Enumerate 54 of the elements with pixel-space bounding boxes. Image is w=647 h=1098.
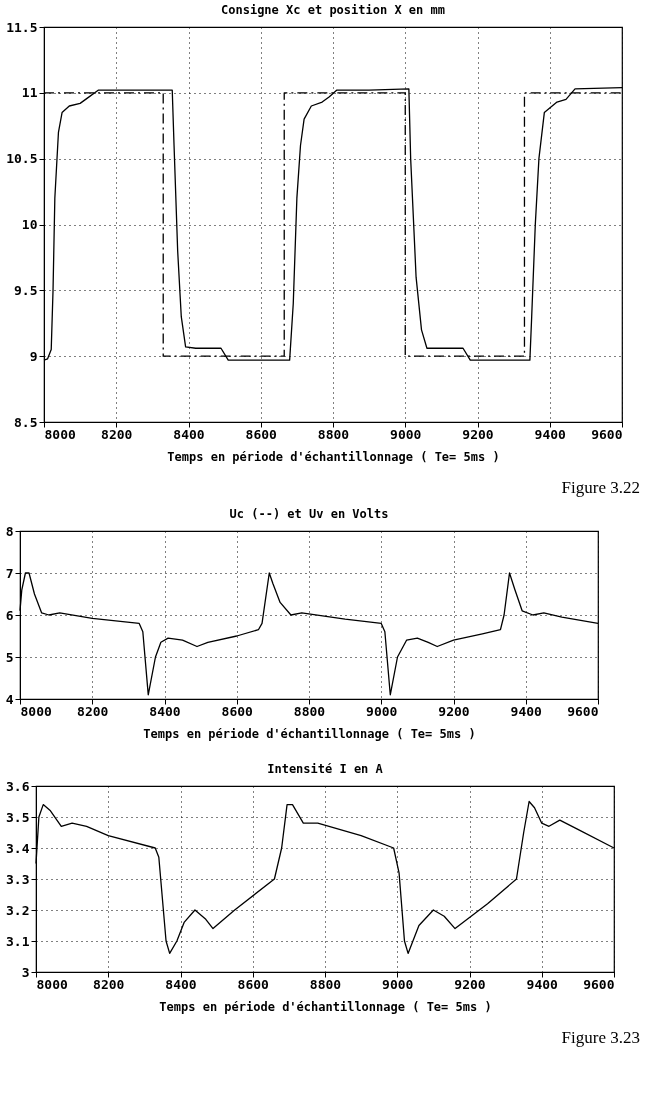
y-tick-label: 7 [5,565,14,581]
x-tick-label: 9600 [583,976,615,992]
x-tick-label: 9400 [526,976,559,992]
x-tick-label: 9400 [510,703,543,719]
y-tick-label: 10.5 [6,151,38,167]
x-axis-title: Temps en période d'échantillonnage ( Te= 5ms ) [159,999,492,1014]
y-tick-label: 11 [21,85,38,101]
x-axis-title: Temps en période d'échantillonnage ( Te= 5ms ) [167,449,500,464]
x-tick-label: 9200 [462,426,494,442]
y-tick-label: 10 [21,217,38,232]
y-tick-label: 11.5 [6,19,38,35]
x-tick-label: 8600 [221,703,254,719]
y-tick-label: 8 [5,523,14,539]
x-tick-label: 8800 [309,976,342,992]
x-tick-label: 9000 [366,703,398,719]
chart-title: Uc (--) et Uv en Volts [229,507,389,521]
y-tick-label: 3.6 [6,778,30,794]
y-tick-label: 3.5 [6,809,30,825]
x-tick-label: 8800 [317,426,350,442]
y-tick-label: 3.1 [6,933,30,949]
x-tick-label: 8200 [77,703,109,719]
x-tick-label: 8600 [245,426,278,442]
y-tick-label: 6 [5,607,14,623]
caption: Figure 3.22 [560,478,640,498]
x-tick-label: 8600 [237,976,270,992]
x-tick-label: 9600 [591,426,623,442]
y-tick-label: 3.2 [6,902,30,918]
y-tick-label: 9.5 [14,282,38,298]
y-tick-label: 3.3 [6,871,30,887]
y-tick-label: 3 [21,964,30,980]
y-tick-label: 4 [5,691,14,707]
x-tick-label: 8200 [101,426,133,442]
x-tick-label: 8400 [149,703,181,719]
x-tick-label: 8400 [173,426,205,442]
x-tick-label: 9000 [382,976,414,992]
x-tick-label: 9600 [567,703,599,719]
x-tick-label: 8000 [36,976,68,992]
x-tick-label: 8000 [44,426,76,442]
x-tick-label: 9000 [390,426,422,442]
caption: Figure 3.23 [560,1028,640,1048]
x-tick-label: 9200 [438,703,470,719]
x-tick-label: 9400 [534,426,567,442]
y-tick-label: 8.5 [14,414,38,430]
x-tick-label: 8200 [93,976,125,992]
x-axis-title: Temps en période d'échantillonnage ( Te= 5ms ) [143,726,476,741]
x-tick-label: 8800 [293,703,326,719]
y-tick-label: 9 [29,348,38,364]
x-tick-label: 8400 [165,976,197,992]
chart-title: Intensité I en A [267,762,384,776]
x-tick-label: 9200 [454,976,486,992]
y-tick-label: 5 [5,649,14,665]
chart-title: Consigne Xc et position X en mm [221,3,445,17]
y-tick-label: 3.4 [6,840,30,856]
x-tick-label: 8000 [20,703,52,719]
